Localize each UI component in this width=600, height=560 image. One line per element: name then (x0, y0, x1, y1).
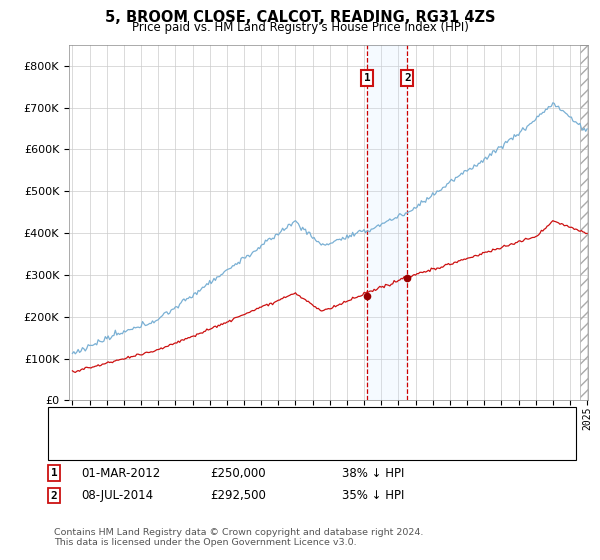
Text: 01-MAR-2012: 01-MAR-2012 (81, 466, 160, 480)
Text: £292,500: £292,500 (210, 489, 266, 502)
Text: 5, BROOM CLOSE, CALCOT, READING, RG31 4ZS: 5, BROOM CLOSE, CALCOT, READING, RG31 4Z… (105, 10, 495, 25)
Text: Contains HM Land Registry data © Crown copyright and database right 2024.
This d: Contains HM Land Registry data © Crown c… (54, 528, 424, 547)
Text: 2: 2 (404, 73, 411, 83)
Text: 1: 1 (364, 73, 370, 83)
Text: HPI: Average price, detached house, West Berkshire: HPI: Average price, detached house, West… (93, 435, 364, 445)
Text: Price paid vs. HM Land Registry's House Price Index (HPI): Price paid vs. HM Land Registry's House … (131, 21, 469, 34)
Text: —: — (66, 412, 82, 426)
Text: 1: 1 (50, 468, 58, 478)
Text: —: — (66, 432, 82, 447)
Text: 08-JUL-2014: 08-JUL-2014 (81, 489, 153, 502)
Text: 38% ↓ HPI: 38% ↓ HPI (342, 466, 404, 480)
Bar (580, 45, 588, 400)
Bar (367, 45, 407, 400)
Text: £250,000: £250,000 (210, 466, 266, 480)
Text: 35% ↓ HPI: 35% ↓ HPI (342, 489, 404, 502)
Text: 2: 2 (50, 491, 58, 501)
Text: 5, BROOM CLOSE, CALCOT, READING, RG31 4ZS (detached house): 5, BROOM CLOSE, CALCOT, READING, RG31 4Z… (93, 414, 440, 424)
